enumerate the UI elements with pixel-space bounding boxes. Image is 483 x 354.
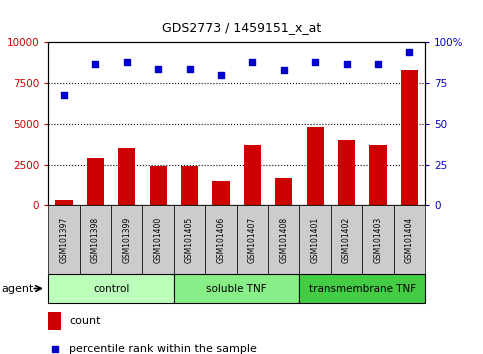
Text: soluble TNF: soluble TNF — [206, 284, 267, 293]
Bar — [48, 205, 80, 274]
Text: count: count — [69, 316, 100, 326]
Bar — [299, 205, 331, 274]
Text: control: control — [93, 284, 129, 293]
Bar — [394, 205, 425, 274]
Point — [186, 66, 194, 72]
Text: GSM101406: GSM101406 — [216, 217, 226, 263]
Bar — [150, 166, 167, 205]
Bar — [331, 205, 362, 274]
Text: GSM101407: GSM101407 — [248, 217, 257, 263]
Bar — [142, 205, 174, 274]
Text: GSM101401: GSM101401 — [311, 217, 320, 263]
Point — [249, 59, 256, 65]
Bar — [275, 178, 292, 205]
Bar — [48, 312, 61, 330]
Bar — [181, 166, 198, 205]
Bar — [118, 148, 135, 205]
Point — [343, 61, 351, 67]
Point — [123, 59, 131, 65]
Bar — [338, 140, 355, 205]
Bar — [111, 205, 142, 274]
Point — [374, 61, 382, 67]
Text: transmembrane TNF: transmembrane TNF — [309, 284, 416, 293]
Point — [217, 72, 225, 78]
Bar — [244, 145, 261, 205]
Bar — [299, 274, 425, 303]
Text: agent: agent — [1, 284, 33, 293]
Bar — [174, 205, 205, 274]
Bar — [56, 200, 72, 205]
Text: GSM101397: GSM101397 — [59, 217, 69, 263]
Point — [280, 67, 288, 73]
Bar — [87, 158, 104, 205]
Text: GSM101403: GSM101403 — [373, 217, 383, 263]
Text: GSM101398: GSM101398 — [91, 217, 100, 263]
Text: GSM101404: GSM101404 — [405, 217, 414, 263]
Point — [60, 92, 68, 97]
Text: GSM101408: GSM101408 — [279, 217, 288, 263]
Bar — [80, 205, 111, 274]
Text: GSM101400: GSM101400 — [154, 217, 163, 263]
Point — [155, 66, 162, 72]
Text: GDS2773 / 1459151_x_at: GDS2773 / 1459151_x_at — [162, 21, 321, 34]
Bar — [362, 205, 394, 274]
Bar — [48, 274, 174, 303]
Bar — [205, 205, 237, 274]
Text: GSM101399: GSM101399 — [122, 217, 131, 263]
Text: percentile rank within the sample: percentile rank within the sample — [69, 344, 257, 354]
Bar — [174, 274, 299, 303]
Bar — [237, 205, 268, 274]
Text: GSM101402: GSM101402 — [342, 217, 351, 263]
Bar — [213, 181, 229, 205]
Bar — [369, 145, 386, 205]
Point — [51, 346, 58, 352]
Bar — [307, 127, 324, 205]
Bar — [401, 70, 418, 205]
Point — [312, 59, 319, 65]
Text: GSM101405: GSM101405 — [185, 217, 194, 263]
Bar — [268, 205, 299, 274]
Point — [92, 61, 99, 67]
Point — [406, 50, 413, 55]
